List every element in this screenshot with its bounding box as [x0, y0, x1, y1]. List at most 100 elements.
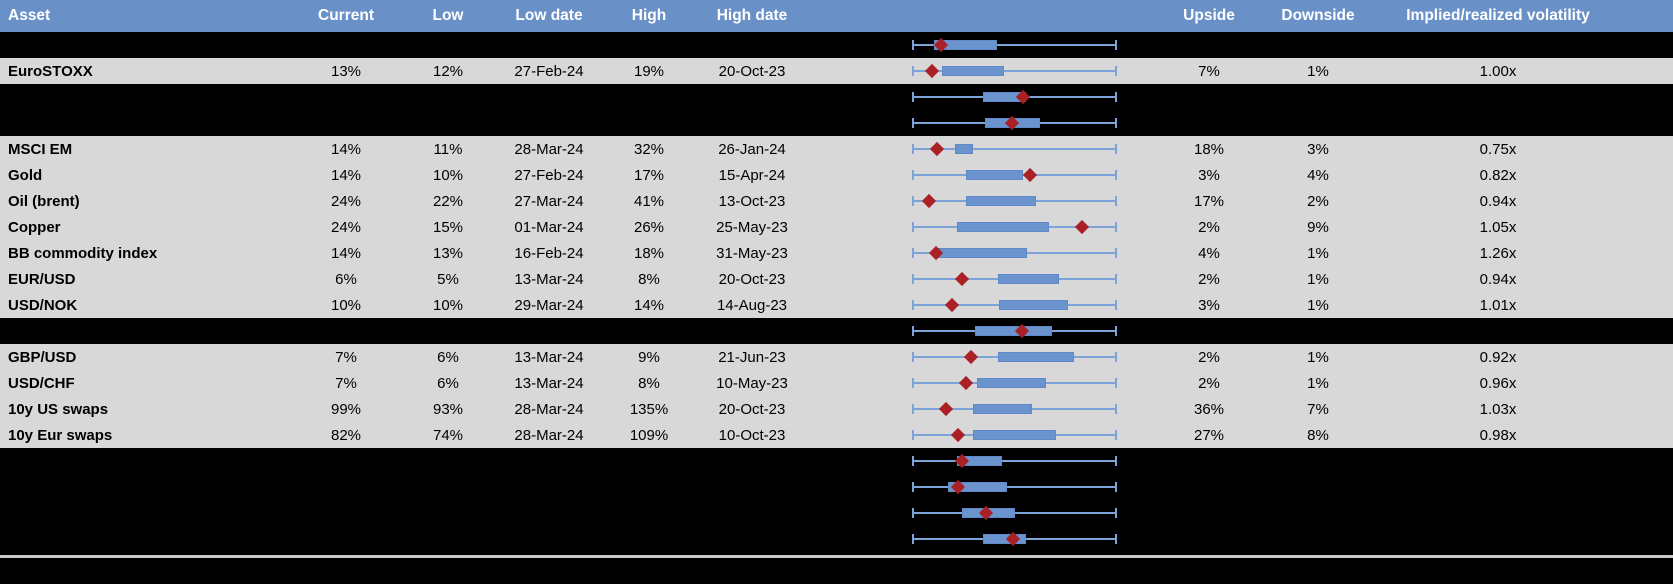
cell-low: 74%: [432, 426, 464, 444]
range-plot: [912, 370, 1117, 396]
table-row: EuroSTOXX 13% 12% 27-Feb-24 19% 20-Oct-2…: [0, 58, 1673, 84]
table-row: USD/NOK 10% 10% 29-Mar-24 14% 14-Aug-23 …: [0, 292, 1673, 318]
cell-low-date: 27-Mar-24: [514, 192, 584, 210]
range-plot: [912, 214, 1117, 240]
whisker-cap-right: [1115, 404, 1117, 414]
cell-high-date: 31-May-23: [716, 244, 788, 262]
whisker-cap-left: [912, 430, 914, 440]
whisker-cap-left: [912, 92, 914, 102]
table-row: 10y US swaps 99% 93% 28-Mar-24 135% 20-O…: [0, 396, 1673, 422]
cell-downside: 1%: [1307, 296, 1329, 314]
cell-asset: BB commodity index: [8, 244, 158, 262]
cell-asset: 10y US swaps: [8, 400, 109, 418]
whisker-cap-right: [1115, 352, 1117, 362]
cell-high: 17%: [633, 166, 665, 184]
cell-range-chart: [815, 526, 1145, 552]
cell-low: 6%: [437, 374, 459, 392]
current-marker-diamond: [950, 427, 965, 443]
current-marker-diamond: [958, 375, 973, 391]
cell-asset: Gold: [8, 166, 43, 184]
table-row: Oil (brent) 24% 22% 27-Mar-24 41% 13-Oct…: [0, 188, 1673, 214]
cell-implied-realized-volatility: 0.94x: [1479, 192, 1517, 210]
whisker-cap-right: [1115, 144, 1117, 154]
range-box: [965, 170, 1023, 180]
cell-high: 109%: [629, 426, 669, 444]
cell-asset: EUR/USD: [8, 270, 76, 288]
cell-upside: 17%: [1193, 192, 1225, 210]
current-marker-diamond: [921, 193, 937, 209]
range-box: [957, 222, 1049, 232]
cell-downside: 1%: [1307, 374, 1329, 392]
cell-low: 22%: [432, 192, 464, 210]
cell-low-date: 28-Mar-24: [514, 426, 584, 444]
whisker-cap-left: [912, 404, 914, 414]
range-box: [976, 378, 1047, 388]
range-plot: [912, 162, 1117, 188]
cell-current: 82%: [330, 426, 362, 444]
whisker-line: [912, 460, 1117, 462]
range-box: [998, 352, 1074, 362]
cell-asset: Oil (brent): [8, 192, 80, 210]
range-plot: [912, 266, 1117, 292]
whisker-cap-left: [912, 118, 914, 128]
cell-high: 32%: [633, 140, 665, 158]
cell-range-chart: [815, 188, 1145, 214]
cell-range-chart: [815, 396, 1145, 422]
cell-current: 99%: [330, 400, 362, 418]
cell-high-date: 20-Oct-23: [718, 270, 786, 288]
cell-implied-realized-volatility: 0.75x: [1479, 140, 1517, 158]
cell-range-chart: [815, 84, 1145, 110]
range-plot: [912, 136, 1117, 162]
cell-current: 10%: [330, 296, 362, 314]
whisker-cap-left: [912, 144, 914, 154]
cell-upside: 2%: [1198, 374, 1220, 392]
cell-range-chart: [815, 214, 1145, 240]
cell-current: 24%: [330, 192, 362, 210]
current-marker-diamond: [929, 141, 945, 157]
cell-low: 93%: [432, 400, 464, 418]
range-box: [948, 482, 1007, 492]
bottom-black-area: [0, 558, 1673, 584]
cell-asset: USD/CHF: [8, 374, 75, 392]
whisker-cap-left: [912, 40, 914, 50]
cell-implied-realized-volatility: 0.92x: [1479, 348, 1517, 366]
current-marker-diamond: [954, 271, 970, 287]
cell-downside: 1%: [1307, 270, 1329, 288]
cell-low-date: 27-Feb-24: [514, 62, 584, 80]
cell-high: 26%: [633, 218, 665, 236]
cell-high-date: 21-Jun-23: [718, 348, 786, 366]
whisker-cap-left: [912, 352, 914, 362]
column-header-current: Current: [318, 7, 374, 24]
current-marker-diamond: [944, 297, 960, 313]
whisker-cap-left: [912, 456, 914, 466]
cell-implied-realized-volatility: 0.96x: [1479, 374, 1517, 392]
cell-range-chart: [815, 422, 1145, 448]
cell-asset: MSCI EM: [8, 140, 73, 158]
cell-low-date: 13-Mar-24: [514, 270, 584, 288]
cell-downside: 3%: [1307, 140, 1329, 158]
table-row: MSCI EM 14% 11% 28-Mar-24 32% 26-Jan-24 …: [0, 136, 1673, 162]
whisker-cap-right: [1115, 66, 1117, 76]
column-header-downside: Downside: [1281, 7, 1355, 24]
cell-upside: 27%: [1193, 426, 1225, 444]
cell-current: 24%: [330, 218, 362, 236]
column-header-high-date: High date: [716, 7, 788, 24]
whisker-cap-right: [1115, 274, 1117, 284]
whisker-cap-right: [1115, 222, 1117, 232]
whisker-cap-right: [1115, 196, 1117, 206]
whisker-cap-left: [912, 508, 914, 518]
cell-range-chart: [815, 58, 1145, 84]
cell-low-date: 28-Mar-24: [514, 400, 584, 418]
cell-upside: 2%: [1198, 348, 1220, 366]
cell-implied-realized-volatility: 0.98x: [1479, 426, 1517, 444]
cell-upside: 4%: [1198, 244, 1220, 262]
whisker-cap-right: [1115, 508, 1117, 518]
whisker-cap-right: [1115, 40, 1117, 50]
cell-low: 13%: [432, 244, 464, 262]
cell-range-chart: [815, 266, 1145, 292]
table-row: [0, 110, 1673, 136]
cell-high-date: 10-Oct-23: [718, 426, 786, 444]
range-plot: [912, 188, 1117, 214]
whisker-cap-left: [912, 378, 914, 388]
cell-low: 5%: [437, 270, 459, 288]
